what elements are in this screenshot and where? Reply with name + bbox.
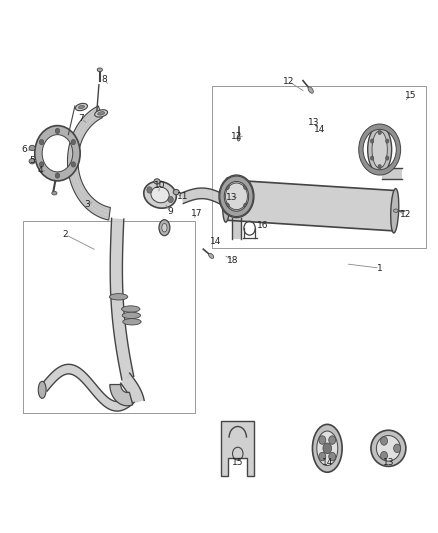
Polygon shape xyxy=(180,188,227,206)
Ellipse shape xyxy=(38,381,46,398)
Text: 9: 9 xyxy=(167,207,173,216)
Circle shape xyxy=(371,139,374,143)
Text: 7: 7 xyxy=(78,114,85,123)
Ellipse shape xyxy=(29,159,35,164)
Ellipse shape xyxy=(97,68,102,71)
Polygon shape xyxy=(221,421,254,476)
Ellipse shape xyxy=(75,103,88,111)
Text: 11: 11 xyxy=(177,192,189,201)
Circle shape xyxy=(39,162,44,167)
Circle shape xyxy=(226,183,247,209)
Circle shape xyxy=(244,203,248,208)
Circle shape xyxy=(55,128,60,134)
Circle shape xyxy=(381,451,388,460)
Ellipse shape xyxy=(367,126,392,173)
Ellipse shape xyxy=(144,181,177,208)
Ellipse shape xyxy=(372,131,387,168)
Ellipse shape xyxy=(98,111,105,115)
Ellipse shape xyxy=(29,146,35,151)
Polygon shape xyxy=(42,365,134,411)
Ellipse shape xyxy=(393,209,398,212)
Ellipse shape xyxy=(154,179,160,184)
Text: 3: 3 xyxy=(84,200,90,209)
Polygon shape xyxy=(226,180,396,231)
Ellipse shape xyxy=(95,110,108,117)
Polygon shape xyxy=(120,373,144,403)
Circle shape xyxy=(371,156,374,160)
Polygon shape xyxy=(382,168,402,179)
Text: 14: 14 xyxy=(314,125,325,134)
Circle shape xyxy=(329,436,336,445)
Circle shape xyxy=(71,140,75,145)
Wedge shape xyxy=(359,124,401,175)
Circle shape xyxy=(39,140,44,145)
Text: 12: 12 xyxy=(400,211,412,220)
Text: 4: 4 xyxy=(37,166,43,175)
Ellipse shape xyxy=(223,178,231,222)
Ellipse shape xyxy=(376,435,400,461)
Ellipse shape xyxy=(371,430,406,466)
Ellipse shape xyxy=(110,294,128,300)
Circle shape xyxy=(381,437,388,445)
Text: 14: 14 xyxy=(210,237,221,246)
Text: 13: 13 xyxy=(383,458,394,466)
Circle shape xyxy=(55,173,60,178)
Text: 2: 2 xyxy=(63,230,68,239)
Ellipse shape xyxy=(162,223,167,232)
Text: 16: 16 xyxy=(257,221,268,230)
Ellipse shape xyxy=(308,87,313,93)
Text: 15: 15 xyxy=(405,91,417,100)
Circle shape xyxy=(71,162,75,167)
Circle shape xyxy=(329,453,336,461)
Ellipse shape xyxy=(237,135,240,141)
Polygon shape xyxy=(110,384,133,406)
Ellipse shape xyxy=(122,312,141,319)
Circle shape xyxy=(168,196,173,203)
Ellipse shape xyxy=(391,189,399,233)
Text: 15: 15 xyxy=(232,458,244,466)
Circle shape xyxy=(323,443,332,454)
Text: 13: 13 xyxy=(308,118,320,127)
Text: 1: 1 xyxy=(377,264,382,272)
Wedge shape xyxy=(35,126,80,181)
Polygon shape xyxy=(110,219,134,380)
Circle shape xyxy=(385,139,389,143)
Text: 17: 17 xyxy=(191,209,203,218)
Ellipse shape xyxy=(159,220,170,236)
Ellipse shape xyxy=(173,189,179,195)
Text: 6: 6 xyxy=(22,145,28,154)
Circle shape xyxy=(378,165,381,168)
Circle shape xyxy=(225,184,230,190)
Text: 8: 8 xyxy=(102,75,107,84)
Ellipse shape xyxy=(208,253,214,259)
Ellipse shape xyxy=(317,431,338,466)
Circle shape xyxy=(385,156,389,160)
Ellipse shape xyxy=(312,424,342,472)
Text: 14: 14 xyxy=(321,458,333,466)
Text: 12: 12 xyxy=(231,132,242,141)
Circle shape xyxy=(319,436,326,445)
Text: 5: 5 xyxy=(29,156,35,165)
Circle shape xyxy=(378,131,381,135)
Ellipse shape xyxy=(52,191,57,195)
Circle shape xyxy=(225,203,230,208)
Circle shape xyxy=(219,175,254,217)
Circle shape xyxy=(394,444,401,453)
Text: 12: 12 xyxy=(283,77,294,86)
Ellipse shape xyxy=(122,306,140,312)
Text: 13: 13 xyxy=(226,193,237,202)
Wedge shape xyxy=(220,176,253,216)
Polygon shape xyxy=(67,106,110,220)
Text: 18: 18 xyxy=(227,256,239,264)
Ellipse shape xyxy=(78,106,85,109)
Text: 10: 10 xyxy=(154,181,166,190)
Circle shape xyxy=(147,187,152,193)
Ellipse shape xyxy=(151,187,169,203)
Circle shape xyxy=(244,184,248,190)
Polygon shape xyxy=(232,217,241,239)
Ellipse shape xyxy=(123,319,141,325)
Circle shape xyxy=(319,453,326,461)
